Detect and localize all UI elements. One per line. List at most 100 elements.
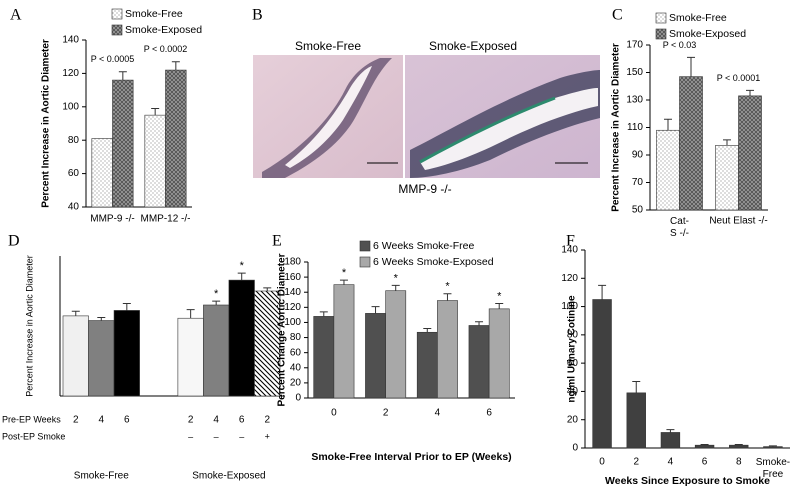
- row-label: Pre-EP Weeks: [2, 414, 61, 424]
- x-tick-label: 2: [264, 415, 270, 426]
- x-tick-label: Smoke-Free: [756, 457, 790, 480]
- x-tick-label: 4: [435, 408, 441, 419]
- error-bar: [632, 381, 641, 393]
- x-tick-label: 4: [668, 457, 674, 468]
- panel-letter: D: [8, 233, 20, 250]
- error-bar: [598, 284, 607, 300]
- bar: [113, 310, 140, 397]
- y-tick-label: 140: [284, 287, 301, 298]
- bar: [416, 331, 438, 399]
- y-tick-label: 50: [632, 205, 644, 216]
- y-tick-label: 80: [567, 329, 579, 340]
- y-tick-label: 170: [626, 40, 643, 51]
- significance-mark: *: [240, 260, 245, 272]
- y-tick-label: 70: [632, 177, 644, 188]
- row-value: –: [188, 431, 193, 441]
- error-bar: [391, 284, 400, 291]
- y-tick-label: 80: [290, 332, 302, 343]
- legend-label: Smoke-Exposed: [125, 24, 202, 36]
- p-value: P < 0.0005: [91, 54, 135, 64]
- bar: [365, 313, 386, 399]
- bar: [144, 114, 166, 208]
- image-title: Smoke-Free: [295, 39, 361, 53]
- legend-label: Smoke-Exposed: [669, 28, 746, 40]
- y-tick-label: 100: [62, 101, 79, 112]
- x-tick-label: Neut Elast -/-: [709, 216, 767, 227]
- error-bar: [734, 443, 743, 446]
- legend-swatch: [359, 240, 371, 252]
- significance-mark: *: [394, 272, 399, 284]
- y-axis-label: Percent Increase in Aortic Diameter: [24, 255, 34, 397]
- x-tick-label: 8: [736, 457, 742, 468]
- error-bar: [746, 89, 755, 96]
- y-tick-label: 150: [626, 67, 643, 78]
- y-tick-label: 40: [290, 362, 302, 373]
- x-tick-label: 2: [188, 415, 194, 426]
- error-bar: [151, 107, 160, 116]
- x-tick-label: 6: [239, 415, 245, 426]
- bar: [660, 432, 681, 449]
- bar: [729, 444, 749, 449]
- panel-letter: A: [10, 7, 22, 24]
- y-tick-label: 60: [68, 168, 80, 179]
- p-value: P < 0.0001: [717, 73, 761, 83]
- legend-label: Smoke-Free: [669, 12, 727, 24]
- bar: [203, 304, 230, 397]
- x-tick-label: 0: [331, 408, 337, 419]
- error-bar: [495, 303, 504, 309]
- y-tick-label: 110: [627, 122, 643, 133]
- bar: [165, 69, 187, 208]
- vessel-lumen: [420, 88, 598, 170]
- group-label: Smoke-Free: [74, 471, 129, 482]
- error-bar: [666, 429, 675, 433]
- bar: [385, 290, 407, 399]
- y-tick-label: 140: [62, 35, 79, 46]
- x-tick-label: 6: [124, 415, 130, 426]
- elastin-stain: [419, 96, 556, 164]
- chart-panel: C 50 70 90 110 130 150 170 Percent Increase in A…: [611, 7, 768, 239]
- y-tick-label: 100: [561, 301, 578, 312]
- x-axis-label: Smoke-Free Interval Prior to EP (Weeks): [311, 451, 511, 463]
- row-value: +: [265, 431, 270, 441]
- significance-mark: *: [214, 288, 219, 300]
- error-bar: [263, 287, 272, 291]
- bar: [592, 299, 612, 449]
- x-tick-label: Cat-S -/-: [670, 216, 689, 239]
- chart-panel: A 40 60 80 100 120 140 Percent Increase in Aort…: [10, 7, 202, 225]
- group-label: Smoke-Exposed: [192, 471, 265, 482]
- y-tick-label: 20: [567, 414, 579, 425]
- legend-swatch: [111, 24, 123, 36]
- panel-letter: F: [566, 233, 575, 250]
- x-tick-label: 2: [633, 457, 639, 468]
- bar: [679, 76, 703, 211]
- x-axis-label: Weeks Since Exposure to Smoke: [605, 475, 770, 486]
- image-title: Smoke-Exposed: [429, 39, 517, 53]
- bar: [437, 300, 458, 399]
- y-tick-label: 80: [68, 135, 80, 146]
- error-bar: [237, 272, 246, 281]
- bar: [626, 392, 646, 449]
- x-tick-label: MMP-9 -/-: [90, 214, 134, 225]
- p-value: P < 0.0002: [144, 44, 188, 54]
- bar: [112, 79, 134, 208]
- y-tick-label: 0: [572, 443, 578, 454]
- vessel-lumen: [285, 66, 372, 168]
- error-bar: [186, 309, 195, 319]
- y-tick-label: 90: [632, 150, 644, 161]
- bar: [91, 138, 113, 208]
- row-label: Post-EP Smoke: [2, 431, 65, 441]
- error-bar: [97, 316, 106, 321]
- x-tick-label: MMP-12 -/-: [141, 214, 191, 225]
- legend-label: 6 Weeks Smoke-Free: [373, 240, 474, 252]
- y-tick-label: 120: [561, 273, 578, 284]
- y-tick-label: 40: [567, 386, 579, 397]
- x-tick-label: 4: [213, 415, 219, 426]
- y-tick-label: 120: [62, 68, 79, 79]
- y-tick-label: 130: [626, 95, 643, 106]
- x-tick-label: 6: [702, 457, 708, 468]
- y-tick-label: 160: [284, 272, 301, 283]
- y-axis-label: Percent Change Aortic Diameter: [277, 253, 288, 406]
- error-bar: [171, 61, 180, 71]
